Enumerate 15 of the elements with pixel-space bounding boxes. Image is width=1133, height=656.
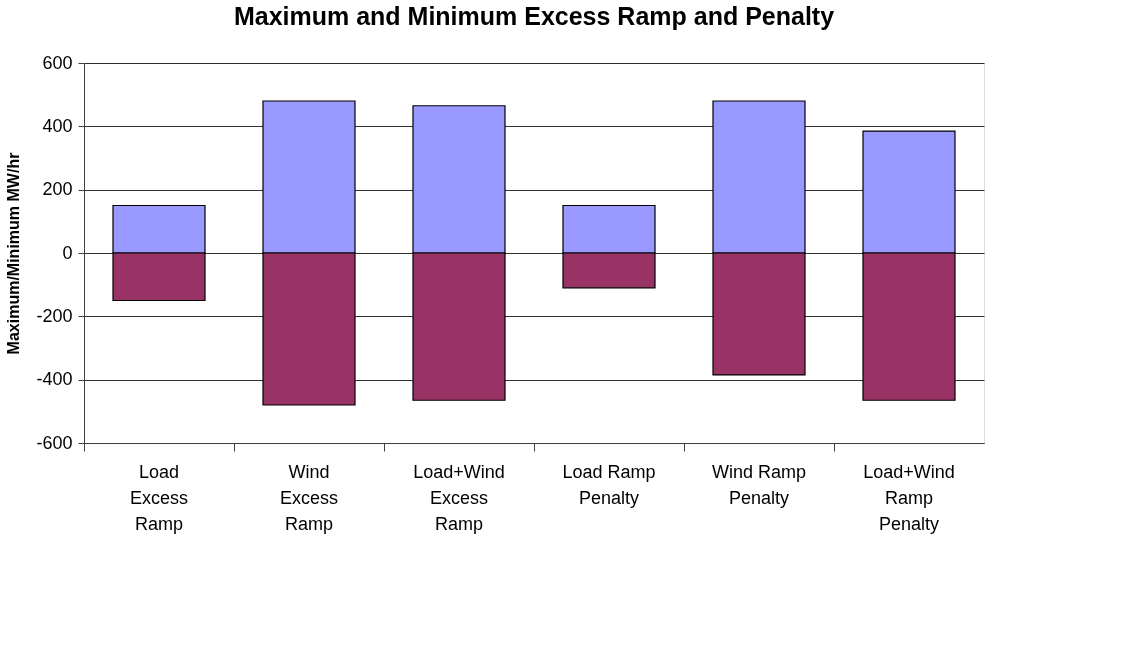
y-tick-label: -400 <box>36 369 73 390</box>
chart-title: Maximum and Minimum Excess Ramp and Penalty <box>233 2 835 30</box>
y-tick-label: 200 <box>42 179 73 200</box>
y-tick-label: -200 <box>36 305 73 326</box>
x-tick-label: Wind Ramp Penalty <box>711 461 807 508</box>
x-tick-label: Load Excess Ramp <box>129 461 189 534</box>
x-tick-label: Load+Wind Excess Ramp <box>413 461 505 534</box>
x-tick-label: Load+Wind Ramp Penalty <box>863 461 955 534</box>
y-axis-title: Maximum/Minimum MW/hr <box>5 152 23 355</box>
y-tick-label: 400 <box>42 115 73 136</box>
x-tick-label: Load Ramp Penalty <box>562 461 656 508</box>
x-tick-label: Wind Excess Ramp <box>279 461 339 534</box>
y-tick-label: -600 <box>36 432 73 453</box>
y-tick-label: 0 <box>62 242 73 263</box>
y-tick-label: 600 <box>42 52 73 73</box>
